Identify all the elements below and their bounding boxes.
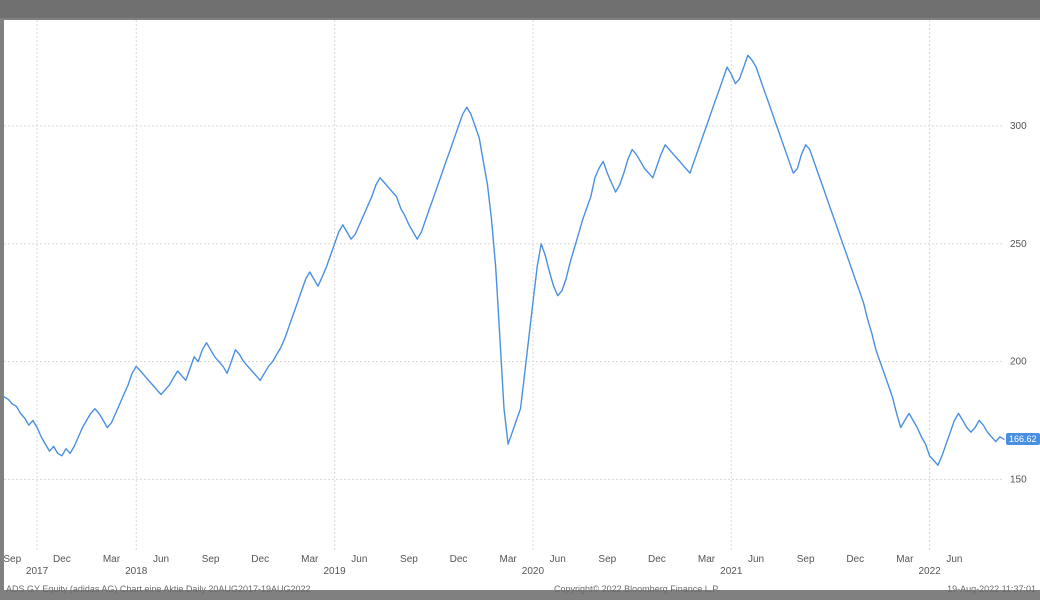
top-bar [0,0,1040,18]
footer-left: ADS GY Equity (adidas AG) Chart eine Akt… [6,584,311,594]
x-axis-month-label: Dec [450,554,468,565]
x-axis-month-label: Mar [103,554,121,565]
x-axis-year-label: 2021 [720,566,743,577]
x-axis-month-label: Dec [53,554,71,565]
price-chart-svg: 150 200 250 300 Sep Dec Mar Jun Sep Dec Mar Jun Sep D… [4,20,1040,590]
x-axis-year-label: 2020 [522,566,545,577]
x-axis-year-label: 2019 [323,566,346,577]
x-axis-month-label: Jun [351,554,367,565]
x-axis-month-label: Mar [301,554,319,565]
x-axis-month-label: Sep [400,554,418,565]
x-axis-month-label: Jun [153,554,169,565]
y-axis-label: 200 [1010,357,1027,368]
price-line [4,55,1004,465]
x-axis-month-label: Dec [846,554,864,565]
chart-frame: 150 200 250 300 Sep Dec Mar Jun Sep Dec Mar Jun Sep D… [0,0,1040,600]
x-axis-month-label: Jun [748,554,764,565]
x-axis-month-label: Sep [797,554,815,565]
x-axis-month-label: Mar [698,554,716,565]
chart-area: 150 200 250 300 Sep Dec Mar Jun Sep Dec Mar Jun Sep D… [4,20,1040,590]
x-axis-month-label: Dec [648,554,666,565]
x-axis-month-label: Jun [550,554,566,565]
x-axis-year-label: 2022 [918,566,941,577]
x-axis-year-label: 2018 [125,566,148,577]
last-price-tag: 166.62 [1006,433,1040,445]
x-axis-month-label: Jun [946,554,962,565]
x-axis-month-label: Mar [500,554,518,565]
x-axis-month-label: Sep [4,554,22,565]
y-axis-label: 300 [1010,121,1027,132]
x-axis-month-label: Sep [598,554,616,565]
x-axis-month-label: Mar [896,554,914,565]
footer-center: Copyright© 2022 Bloomberg Finance L.P. [554,584,720,594]
footer-right: 19-Aug-2022 11:37:01 [947,584,1036,594]
x-axis-month-label: Dec [251,554,269,565]
x-axis-year-label: 2017 [26,566,49,577]
y-axis-label: 250 [1010,239,1027,250]
x-axis-month-label: Sep [202,554,220,565]
y-axis-label: 150 [1010,474,1027,485]
